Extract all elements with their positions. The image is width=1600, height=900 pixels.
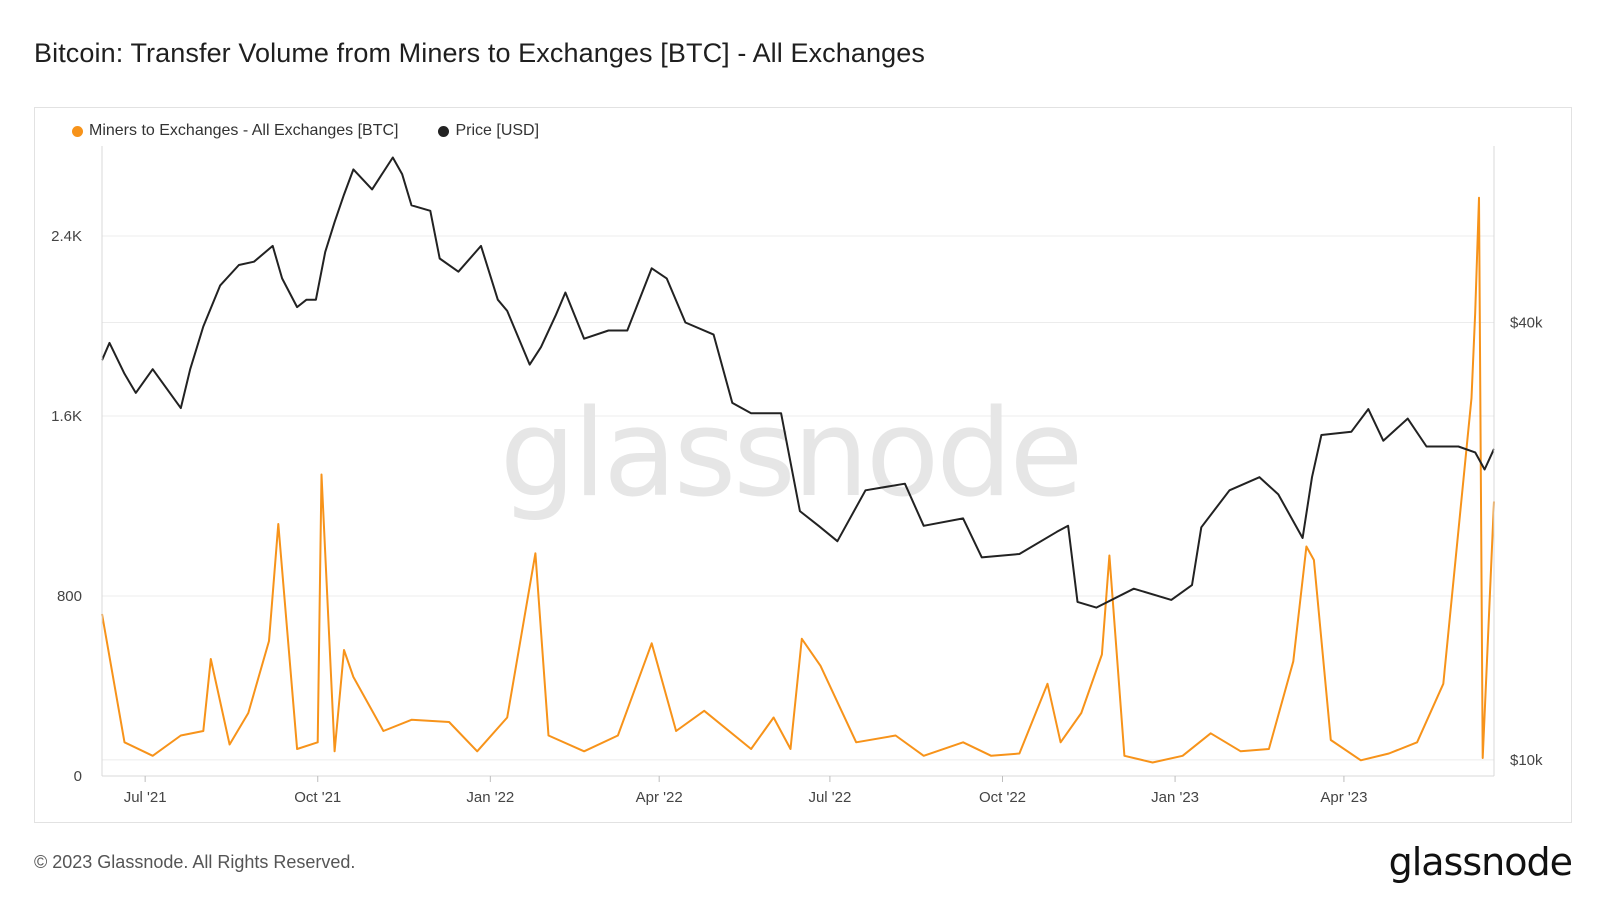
x-tick-label: Jan '23 xyxy=(1151,789,1199,806)
volume-series xyxy=(101,196,1495,764)
legend-label-price: Price [USD] xyxy=(455,122,540,139)
price-line xyxy=(101,156,1495,609)
x-tick-label: Jan '22 xyxy=(466,789,514,806)
x-tick-label: Oct '22 xyxy=(979,789,1026,806)
x-tick-label: Oct '21 xyxy=(294,789,341,806)
axes: 0 800 1.6K 2.4K $10k $40k Jul '21 Oct '21 Jan '2… xyxy=(51,146,1543,806)
x-tick-label: Apr '23 xyxy=(1320,789,1367,806)
x-tick-label: Apr '22 xyxy=(636,789,683,806)
legend: Miners to Exchanges - All Exchanges [BTC… xyxy=(72,122,539,140)
grid-lines xyxy=(102,235,1494,761)
watermark: glassnode xyxy=(500,385,1081,524)
y-left-tick-label: 800 xyxy=(57,588,82,605)
legend-label-volume: Miners to Exchanges - All Exchanges [BTC… xyxy=(89,122,399,139)
x-tick-label: Jul '21 xyxy=(124,789,167,806)
y-right-tick-label: $10k xyxy=(1510,752,1543,769)
chart-title: Bitcoin: Transfer Volume from Miners to … xyxy=(34,38,925,68)
y-right-tick-label: $40k xyxy=(1510,315,1543,332)
copyright: © 2023 Glassnode. All Rights Reserved. xyxy=(34,852,356,872)
price-series xyxy=(101,156,1495,609)
y-left-tick-label: 0 xyxy=(74,768,82,785)
chart-frame xyxy=(34,107,1572,823)
legend-item-volume[interactable]: Miners to Exchanges - All Exchanges [BTC… xyxy=(72,122,398,140)
x-tick-label: Jul '22 xyxy=(808,789,851,806)
y-left-tick-label: 1.6K xyxy=(51,408,82,425)
volume-line xyxy=(101,196,1495,764)
brand-logo[interactable]: glassnode xyxy=(1388,840,1573,884)
legend-item-price[interactable]: Price [USD] xyxy=(438,122,539,140)
legend-dot-volume xyxy=(72,125,83,137)
y-left-tick-label: 2.4K xyxy=(51,228,82,245)
legend-dot-price xyxy=(438,125,450,137)
